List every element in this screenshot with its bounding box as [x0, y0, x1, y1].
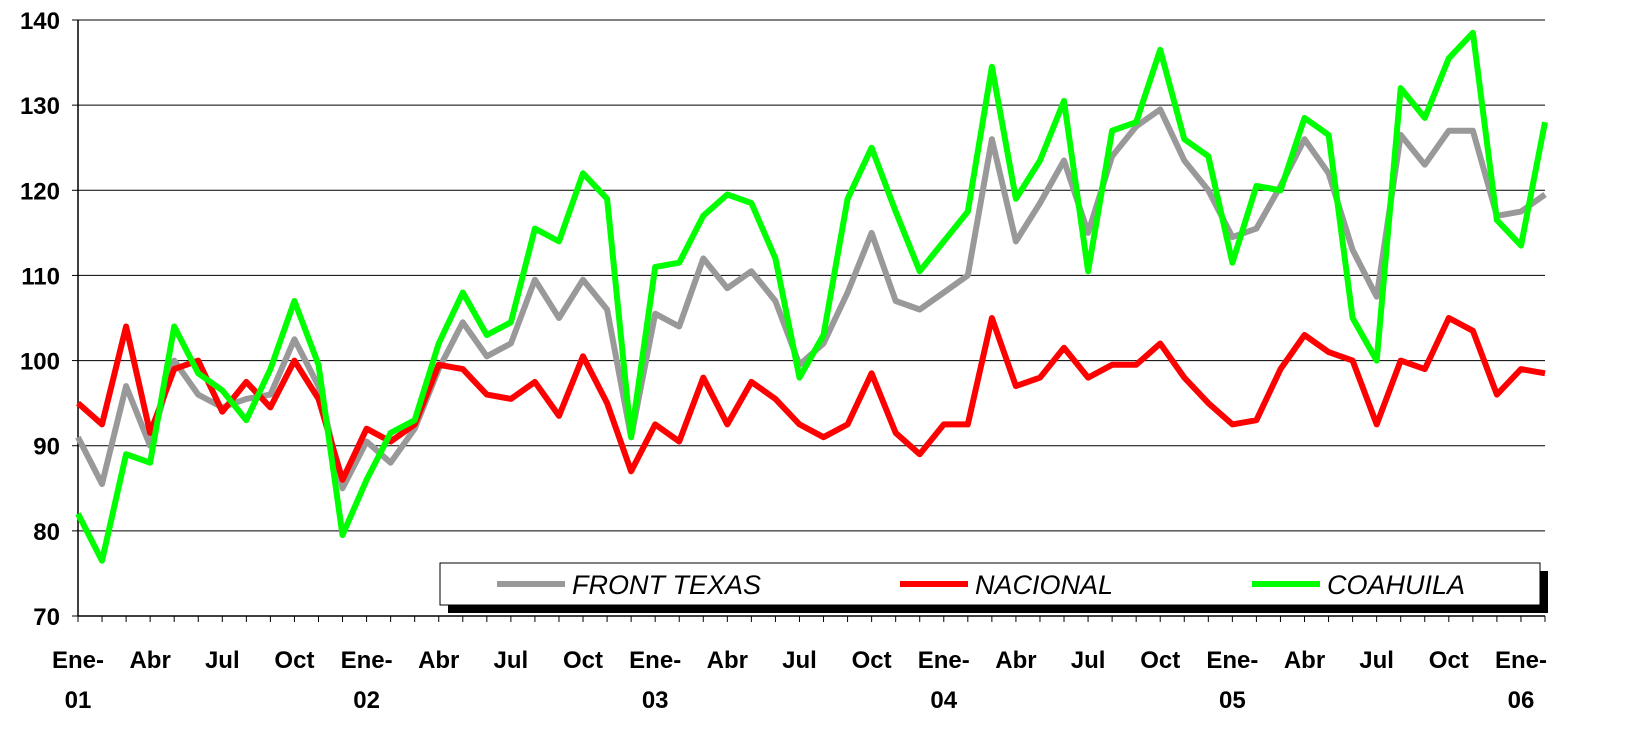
legend-label: COAHUILA — [1327, 570, 1465, 600]
x-tick-label: Ene-02 — [341, 647, 393, 714]
x-tick-label: Jul — [1359, 647, 1394, 674]
x-tick-label: Oct — [1429, 647, 1469, 674]
x-tick-label: Ene-01 — [52, 647, 104, 714]
x-tick-label: Ene-06 — [1495, 647, 1547, 714]
x-tick-label: Abr — [995, 647, 1036, 674]
x-tick-label: Jul — [494, 647, 529, 674]
x-tick-label: Abr — [707, 647, 748, 674]
y-tick-label: 130 — [20, 93, 60, 120]
legend-label: NACIONAL — [975, 570, 1113, 600]
x-tick-label: Ene-03 — [629, 647, 681, 714]
x-tick-label: Oct — [1140, 647, 1180, 674]
y-tick-label: 90 — [33, 434, 60, 461]
series-line — [75, 29, 1548, 564]
x-tick-label: Oct — [852, 647, 892, 674]
x-tick-label: Jul — [205, 647, 240, 674]
x-tick-label: Oct — [274, 647, 314, 674]
y-tick-label: 110 — [21, 263, 60, 290]
y-tick-label: 80 — [33, 519, 60, 546]
x-tick-label: Ene-04 — [918, 647, 970, 714]
y-tick-label: 70 — [33, 604, 60, 631]
x-tick-label: Abr — [129, 647, 170, 674]
legend-label: FRONT TEXAS — [572, 570, 761, 600]
x-tick-label: Abr — [418, 647, 459, 674]
y-tick-label: 120 — [20, 178, 60, 205]
x-tick-label: Abr — [1284, 647, 1325, 674]
x-tick-label: Oct — [563, 647, 603, 674]
x-tick-label: Jul — [1071, 647, 1106, 674]
x-tick-label: Jul — [782, 647, 817, 674]
y-tick-label: 100 — [20, 349, 60, 376]
legend — [439, 562, 1541, 606]
x-tick-label: Ene-05 — [1206, 647, 1258, 714]
y-tick-label: 140 — [20, 8, 60, 35]
